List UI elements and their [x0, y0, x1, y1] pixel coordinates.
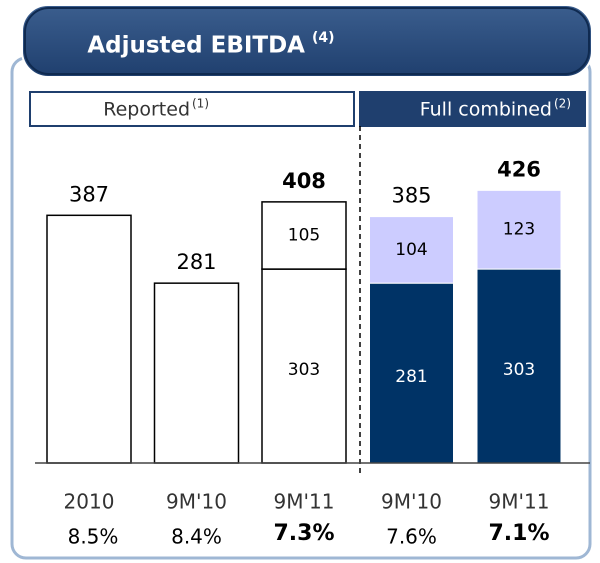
total-label: 387 [69, 182, 109, 206]
margin-label: 7.1% [488, 521, 549, 546]
bar-segment [261, 201, 347, 270]
chart-title: Adjusted EBITDA [87, 33, 305, 59]
bar-segment [476, 189, 562, 270]
segment-label: 104 [395, 240, 427, 260]
bar-segment [476, 268, 562, 464]
title-note: (4) [312, 30, 335, 46]
x-tick-label: 9M'11 [489, 490, 550, 514]
bar-segment [369, 282, 454, 464]
segment-label: 123 [503, 220, 535, 240]
x-tick-label: 9M'10 [381, 490, 442, 514]
total-label: 426 [497, 157, 541, 181]
title-pill [21, 4, 593, 78]
margin-label: 8.4% [171, 525, 222, 549]
total-label: 408 [282, 169, 326, 193]
margin-label: 7.3% [273, 521, 334, 546]
group-box [29, 91, 355, 127]
total-label: 281 [176, 250, 216, 274]
bar-segment [153, 282, 240, 464]
bar-segment [261, 268, 347, 464]
x-tick-label: 9M'11 [274, 490, 335, 514]
margin-label: 8.5% [68, 525, 119, 549]
group-box [359, 91, 586, 127]
segment-label: 303 [288, 360, 320, 380]
group-label: Full combined [420, 99, 552, 121]
group-note: (2) [554, 97, 571, 111]
segment-label: 105 [288, 225, 320, 245]
segment-label: 281 [395, 367, 427, 387]
group-label: Reported [103, 99, 190, 121]
total-label: 385 [391, 184, 431, 208]
margin-label: 7.6% [386, 525, 437, 549]
x-tick-label: 9M'10 [166, 490, 227, 514]
bar-segment [46, 214, 132, 464]
bar-segment [369, 216, 454, 284]
segment-label: 303 [503, 360, 535, 380]
title-pill-edge [24, 7, 590, 75]
group-note: (1) [192, 97, 209, 111]
x-tick-label: 2010 [64, 490, 115, 514]
